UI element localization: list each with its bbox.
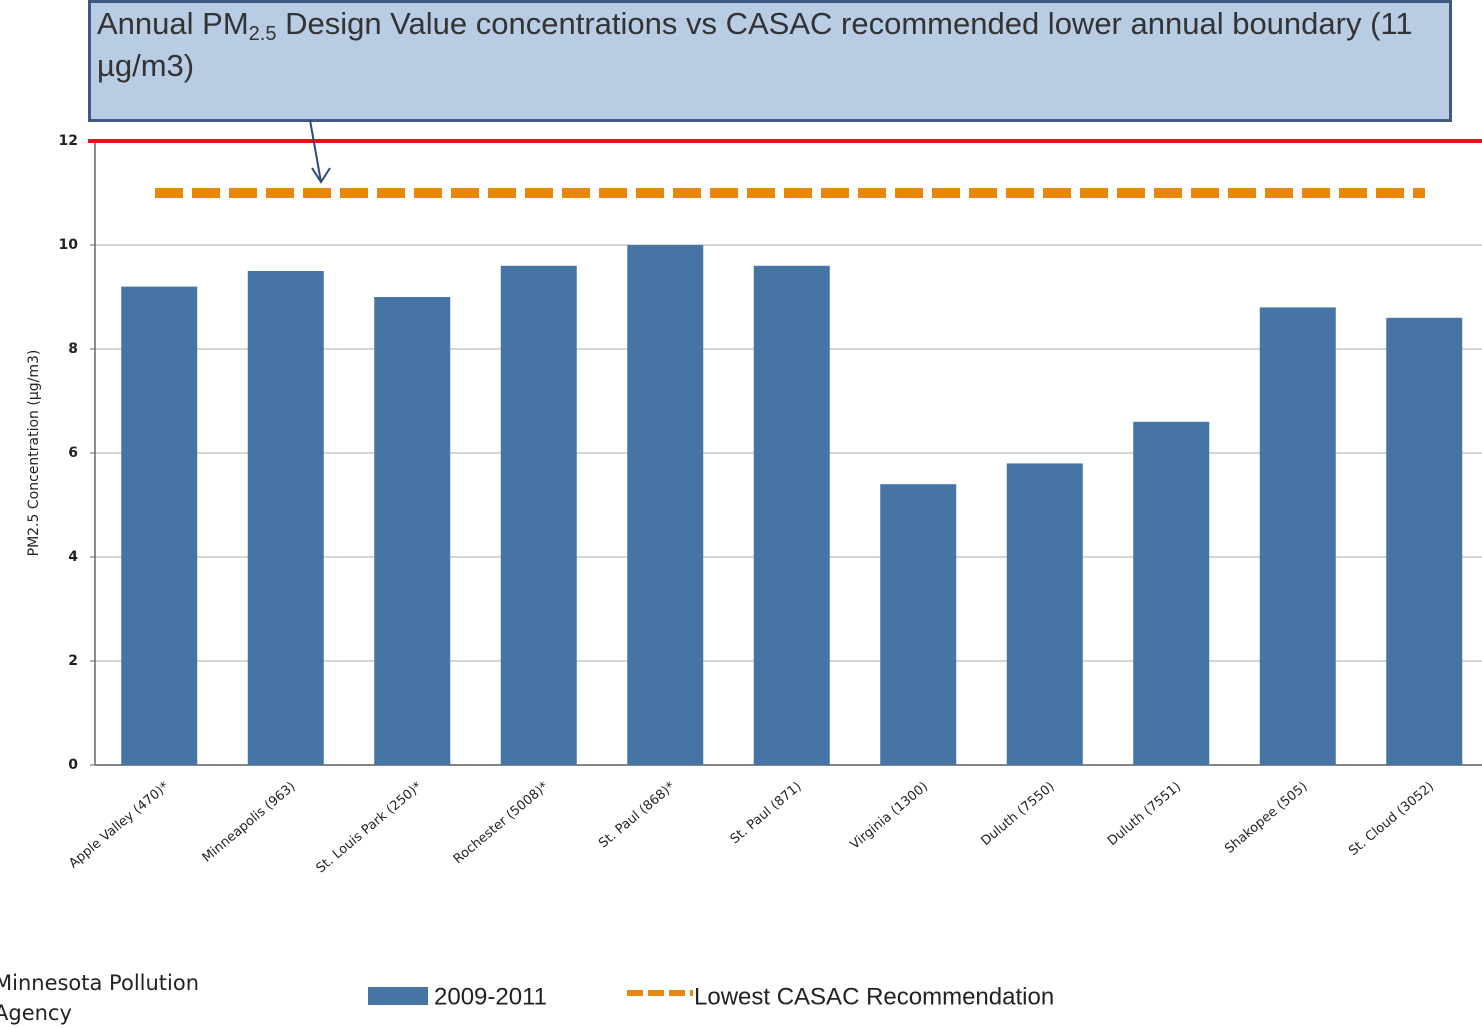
bar [627,245,704,765]
y-tick-label: 8 [68,341,78,357]
y-axis-label: PM2.5 Concentration (µg/m3) [26,350,42,557]
title-suffix: Design Value concentrations vs CASAC rec… [97,6,1413,83]
bar [500,265,577,765]
bar [753,265,830,765]
arrow-head [311,167,331,184]
bar [880,484,957,765]
y-tick-label: 2 [68,653,78,669]
legend-label: 2009-2011 [434,983,547,1010]
annotation-arrow [309,119,322,183]
title-prefix: Annual PM [97,6,249,41]
legend-swatch [368,987,428,1005]
bar [1386,317,1463,765]
source-note: Minnesota Pollution Agency [0,971,200,1025]
legend-label: Lowest CASAC Recommendation [694,983,1054,1010]
y-tick-label: 10 [59,237,79,253]
bar [1259,307,1336,765]
y-tick-label: 12 [59,133,78,149]
y-tick-label: 4 [68,549,78,565]
bar [247,271,324,765]
y-tick-label: 0 [68,757,78,773]
bar [374,297,451,765]
bar [121,286,198,765]
bar [1006,463,1083,765]
bar [1133,421,1210,765]
title-subscript: 2.5 [248,23,277,45]
y-tick-label: 6 [68,445,78,461]
chart-title: Annual PM2.5 Design Value concentrations… [88,0,1452,122]
